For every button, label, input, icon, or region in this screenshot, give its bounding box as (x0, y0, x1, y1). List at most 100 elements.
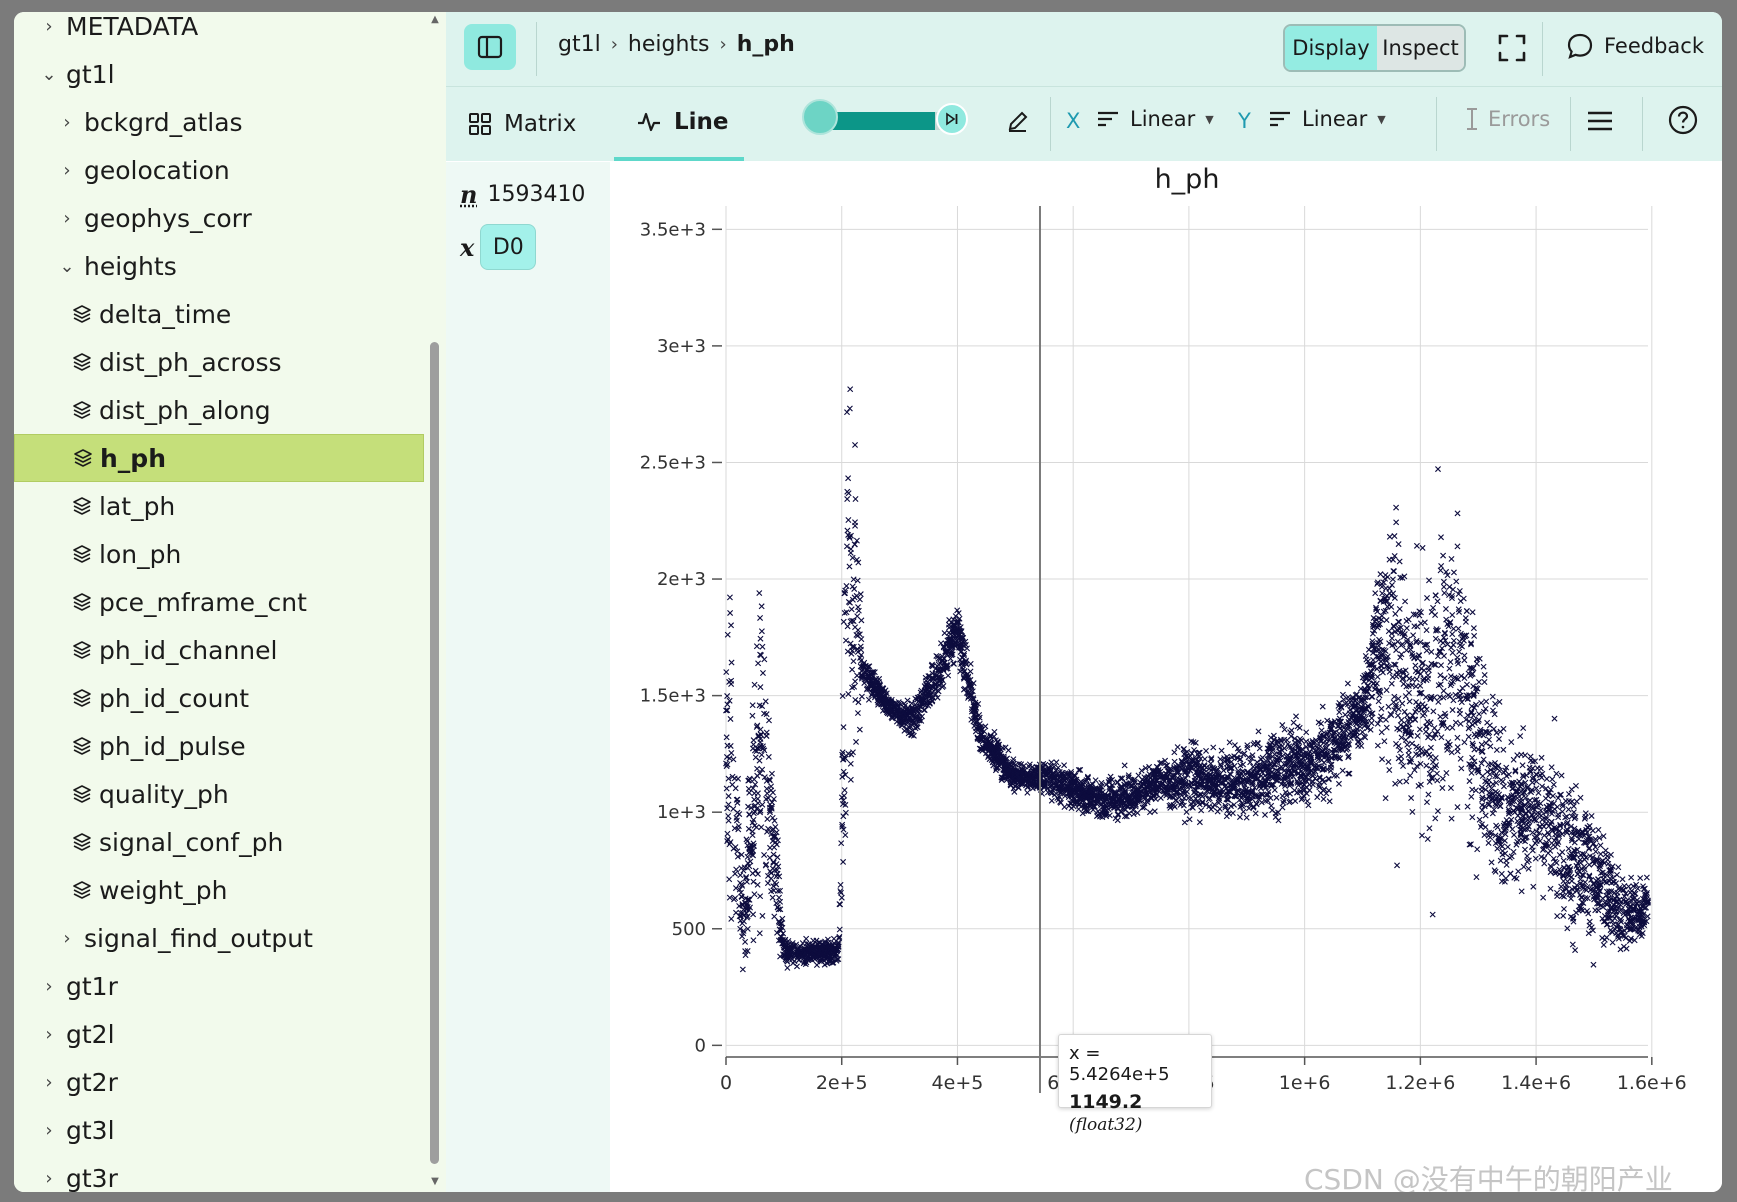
chevron-right-icon[interactable]: › (45, 1167, 53, 1189)
feedback-label: Feedback (1604, 34, 1705, 58)
chevron-right-icon[interactable]: › (45, 1023, 53, 1045)
y-scale-select[interactable]: Linear ▼ (1268, 107, 1386, 131)
line-plot-area[interactable]: h_ph02e+54e+56e+58e+51e+61.2e+61.4e+61.6… (610, 162, 1722, 1192)
sidebar-item-dist-ph-along[interactable]: dist_ph_along (14, 386, 424, 434)
sidebar-item-gt3r[interactable]: › gt3r (14, 1154, 424, 1193)
data-point (1114, 817, 1121, 824)
slider-start-handle[interactable] (802, 99, 838, 135)
fullscreen-button[interactable] (1494, 30, 1530, 66)
chevron-right-icon[interactable]: › (63, 207, 71, 229)
sidebar-item-gt2r[interactable]: › gt2r (14, 1058, 424, 1106)
dimension-d0-button[interactable]: D0 (480, 224, 537, 270)
divider (1542, 22, 1543, 76)
errors-toggle[interactable]: Errors (1464, 107, 1550, 131)
data-point (1434, 808, 1441, 815)
data-point (1440, 583, 1447, 590)
sidebar-item-weight-ph[interactable]: weight_ph (14, 866, 424, 914)
data-point (1427, 753, 1434, 760)
sidebar-item-signal-find-output[interactable]: › signal_find_output (14, 914, 424, 962)
scroll-up-icon[interactable]: ▲ (431, 14, 439, 25)
sidebar-item-geolocation[interactable]: › geolocation (14, 146, 424, 194)
sidebar-scrollbar-thumb[interactable] (430, 342, 439, 1164)
scroll-down-icon[interactable]: ▼ (431, 1176, 439, 1187)
sidebar-item-dist-ph-across[interactable]: dist_ph_across (14, 338, 424, 386)
slider-end-handle[interactable] (936, 103, 968, 135)
data-point (845, 475, 852, 482)
data-point (1592, 836, 1599, 843)
sidebar-item-geophys-corr[interactable]: › geophys_corr (14, 194, 424, 242)
sidebar-item-ph-id-count[interactable]: ph_id_count (14, 674, 424, 722)
x-tick-label: 1.2e+6 (1385, 1072, 1455, 1094)
sidebar-item-label: ph_id_channel (99, 635, 278, 665)
data-point (1493, 822, 1500, 829)
sidebar-item-delta-time[interactable]: delta_time (14, 290, 424, 338)
data-point (1428, 648, 1435, 655)
scatter-chart[interactable]: h_ph02e+54e+56e+58e+51e+61.2e+61.4e+61.6… (610, 162, 1722, 1192)
sidebar-item-gt2l[interactable]: › gt2l (14, 1010, 424, 1058)
help-button[interactable] (1667, 104, 1699, 140)
caret-down-icon: ▼ (1205, 112, 1214, 126)
data-point (1520, 725, 1527, 732)
data-point (1401, 708, 1408, 715)
sidebar-item-pce-mframe-cnt[interactable]: pce_mframe_cnt (14, 578, 424, 626)
data-point (1383, 724, 1390, 731)
sidebar-item-h-ph[interactable]: h_ph (14, 434, 424, 482)
data-point (1121, 762, 1128, 769)
sidebar-item-lat-ph[interactable]: lat_ph (14, 482, 424, 530)
data-point (1379, 756, 1386, 763)
chevron-down-icon[interactable]: ⌄ (41, 63, 57, 85)
data-point (726, 894, 733, 901)
data-point (1448, 644, 1455, 651)
display-button[interactable]: Display (1285, 26, 1377, 70)
chevron-right-icon[interactable]: › (45, 15, 53, 37)
chevron-right-icon[interactable]: › (63, 927, 71, 949)
inspect-button[interactable]: Inspect (1377, 26, 1464, 70)
breadcrumb-item[interactable]: heights (627, 32, 710, 57)
data-point (771, 817, 778, 824)
data-point (1564, 925, 1571, 932)
edit-pencil-icon[interactable] (1006, 109, 1030, 137)
data-point (1430, 604, 1437, 611)
data-point (945, 629, 952, 636)
breadcrumb-item[interactable]: gt1l (558, 32, 601, 57)
data-point (733, 866, 740, 873)
chevron-right-icon[interactable]: › (45, 975, 53, 997)
sidebar-item-metadata[interactable]: › METADATA (14, 12, 424, 50)
data-point (1346, 770, 1353, 777)
data-point (852, 441, 859, 448)
chevron-right-icon[interactable]: › (63, 159, 71, 181)
sidebar-item-ph-id-channel[interactable]: ph_id_channel (14, 626, 424, 674)
data-point (843, 582, 850, 589)
data-point (1203, 747, 1210, 754)
sidebar-item-signal-conf-ph[interactable]: signal_conf_ph (14, 818, 424, 866)
sidebar-item-gt1r[interactable]: › gt1r (14, 962, 424, 1010)
sidebar-item-quality-ph[interactable]: quality_ph (14, 770, 424, 818)
menu-button[interactable] (1586, 107, 1614, 139)
sidebar-item-lon-ph[interactable]: lon_ph (14, 530, 424, 578)
sidebar-item-gt1l[interactable]: ⌄ gt1l (14, 50, 424, 98)
chevron-right-icon[interactable]: › (45, 1071, 53, 1093)
data-point (768, 875, 775, 882)
data-point (1391, 533, 1398, 540)
data-point (1482, 824, 1489, 831)
help-circle-icon (1668, 105, 1698, 135)
x-scale-select[interactable]: Linear ▼ (1096, 107, 1214, 131)
feedback-button[interactable]: Feedback (1566, 32, 1704, 60)
tab-line[interactable]: Line (614, 87, 744, 161)
sidebar-item-heights[interactable]: ⌄ heights (14, 242, 424, 290)
chevron-right-icon[interactable]: › (63, 111, 71, 133)
data-point (1479, 794, 1486, 801)
data-point (1388, 680, 1395, 687)
sidebar-item-bckgrd-atlas[interactable]: › bckgrd_atlas (14, 98, 424, 146)
toggle-sidebar-button[interactable] (464, 24, 516, 70)
chevron-down-icon[interactable]: ⌄ (59, 255, 75, 277)
data-point (1279, 722, 1286, 729)
tab-matrix[interactable]: Matrix (468, 87, 576, 161)
sidebar-item-ph-id-pulse[interactable]: ph_id_pulse (14, 722, 424, 770)
sidebar-item-gt3l[interactable]: › gt3l (14, 1106, 424, 1154)
data-point (758, 603, 765, 610)
dimension-mapper: n 1593410 x D0 (446, 162, 610, 1192)
data-point (1588, 876, 1595, 883)
chevron-right-icon[interactable]: › (45, 1119, 53, 1141)
data-point (1455, 693, 1462, 700)
